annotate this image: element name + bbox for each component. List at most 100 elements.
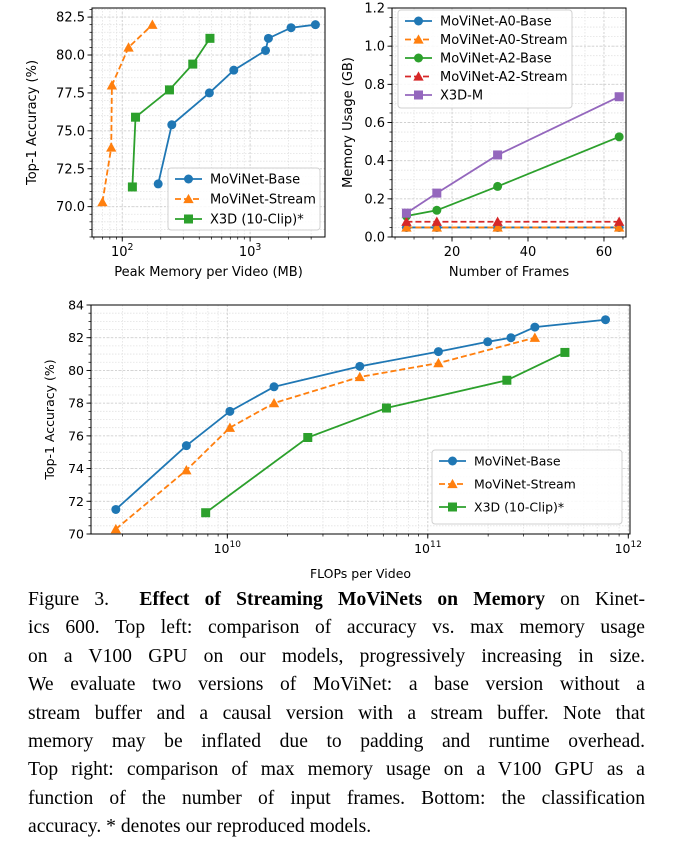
- y-tick-label: 0.6: [364, 116, 385, 131]
- series-movinet-a2-stream: [401, 216, 625, 226]
- y-tick-label: 0.2: [364, 192, 385, 207]
- data-point: [310, 20, 320, 30]
- legend-label: MoViNet-A0-Base: [440, 15, 552, 30]
- data-point: [188, 59, 198, 69]
- y-tick-label: 75.0: [56, 124, 85, 139]
- y-tick-label: 0.8: [364, 78, 385, 93]
- y-tick-label: 76: [68, 428, 84, 443]
- data-point: [229, 65, 239, 75]
- y-axis-label: Top-1 Accuracy (%): [42, 359, 57, 480]
- x-tick-label: 1010: [214, 540, 242, 556]
- series-line: [115, 318, 606, 511]
- data-point: [268, 397, 280, 408]
- data-point: [414, 53, 423, 63]
- memory-frames-chart: 20 40 60 0.0 0.2 0.4 0.6 0.8 1.0 1.2 Number of Fra…: [341, 2, 627, 280]
- y-axis-label: Memory Usage (GB): [341, 57, 356, 188]
- legend-label: MoViNet-A0-Stream: [440, 33, 568, 48]
- data-point: [448, 502, 457, 512]
- caption-line: accuracy. * denotes our reproduced model…: [28, 816, 372, 838]
- legend-label: X3D (10-Clip)*: [210, 213, 304, 228]
- series-x3d-10-clip-: [127, 33, 215, 192]
- x-tick-label: 103: [239, 242, 262, 260]
- y-tick-label: 80.0: [56, 49, 85, 64]
- y-tick-label: 72: [68, 494, 84, 509]
- data-point: [184, 214, 193, 224]
- data-point: [181, 441, 191, 451]
- caption-bold-title: Effect of Streaming MoViNets on Memory: [139, 589, 545, 610]
- legend-label: MoViNet-Stream: [474, 477, 576, 492]
- y-tick-label: 77.5: [56, 86, 85, 101]
- data-point: [447, 478, 458, 489]
- legend-item: X3D (10-Clip)*: [175, 213, 304, 228]
- series-line: [405, 95, 620, 214]
- plot-frame: [90, 304, 631, 535]
- data-point: [431, 216, 442, 226]
- legend-label: MoViNet-A2-Base: [440, 52, 552, 67]
- legend-item: MoViNet-Base: [175, 173, 300, 188]
- data-point: [433, 357, 444, 368]
- data-point: [164, 85, 174, 95]
- x-tick-label: 40: [520, 245, 537, 260]
- x-tick-label: 102: [111, 242, 134, 260]
- y-tick-label: 70: [68, 527, 84, 542]
- y-tick-label: 70.0: [56, 200, 85, 215]
- y-tick-label: 84: [68, 298, 84, 313]
- data-point: [263, 33, 273, 43]
- legend: MoViNet-Base MoViNet-Stream X3D (10-Clip)*: [431, 449, 623, 525]
- data-point: [401, 222, 412, 232]
- y-tick-label: 82: [68, 330, 84, 345]
- data-point: [354, 371, 365, 382]
- caption-text: on Kinet-: [545, 589, 646, 610]
- legend-label: MoViNet-A2-Stream: [440, 70, 568, 85]
- x-axis-label: FLOPs per Video: [310, 566, 411, 581]
- flops-accuracy-chart: 1010 1011 1012 70 72 74 76 78 80 82 84 FLOPs per Vi…: [42, 298, 642, 582]
- legend-item: MoViNet-Stream: [439, 477, 576, 492]
- data-point: [433, 347, 443, 357]
- data-point: [183, 193, 194, 204]
- data-point: [153, 179, 163, 189]
- data-point: [131, 112, 141, 122]
- data-point: [355, 361, 365, 371]
- caption-line: stream buffer and a causal version with …: [28, 702, 645, 724]
- x-axis-label: Peak Memory per Video (MB): [114, 265, 303, 280]
- data-point: [502, 375, 512, 385]
- data-point: [204, 88, 214, 98]
- data-point: [123, 42, 134, 52]
- data-point: [613, 216, 625, 226]
- axis-ticks: [86, 304, 629, 539]
- caption-line-1: Figure 3. Effect of Streaming MoViNets o…: [28, 586, 645, 614]
- data-point: [184, 174, 193, 184]
- legend-box: [167, 167, 321, 231]
- data-point: [492, 222, 503, 232]
- y-tick-label: 72.5: [56, 162, 85, 177]
- series-movinet-stream: [97, 19, 158, 207]
- data-point: [432, 205, 442, 215]
- series-movinet-a0-stream: [401, 222, 625, 232]
- legend-label: MoViNet-Base: [474, 454, 561, 469]
- series-x3d-m: [401, 92, 624, 218]
- legend-item: MoViNet-A2-Stream: [405, 70, 568, 85]
- data-point: [413, 71, 424, 81]
- x-tick-label: 60: [596, 245, 613, 260]
- legend-box: [431, 449, 623, 525]
- data-point: [224, 422, 236, 432]
- data-point: [530, 322, 540, 332]
- data-point: [106, 142, 117, 152]
- legend-box: [397, 9, 573, 109]
- series-movinet-stream: [110, 332, 541, 534]
- data-point: [303, 432, 313, 442]
- data-point: [401, 216, 412, 226]
- data-point: [414, 90, 423, 100]
- data-point: [111, 504, 121, 514]
- y-tick-label: 82.5: [56, 11, 85, 26]
- data-point: [613, 222, 625, 232]
- data-point: [205, 33, 215, 43]
- data-point: [401, 208, 411, 218]
- legend-item: MoViNet-A0-Stream: [405, 33, 568, 48]
- data-point: [529, 332, 541, 342]
- data-point: [225, 406, 235, 416]
- data-point: [110, 523, 122, 534]
- data-point: [493, 150, 503, 160]
- data-point: [269, 382, 279, 392]
- plot-frame: [91, 7, 326, 238]
